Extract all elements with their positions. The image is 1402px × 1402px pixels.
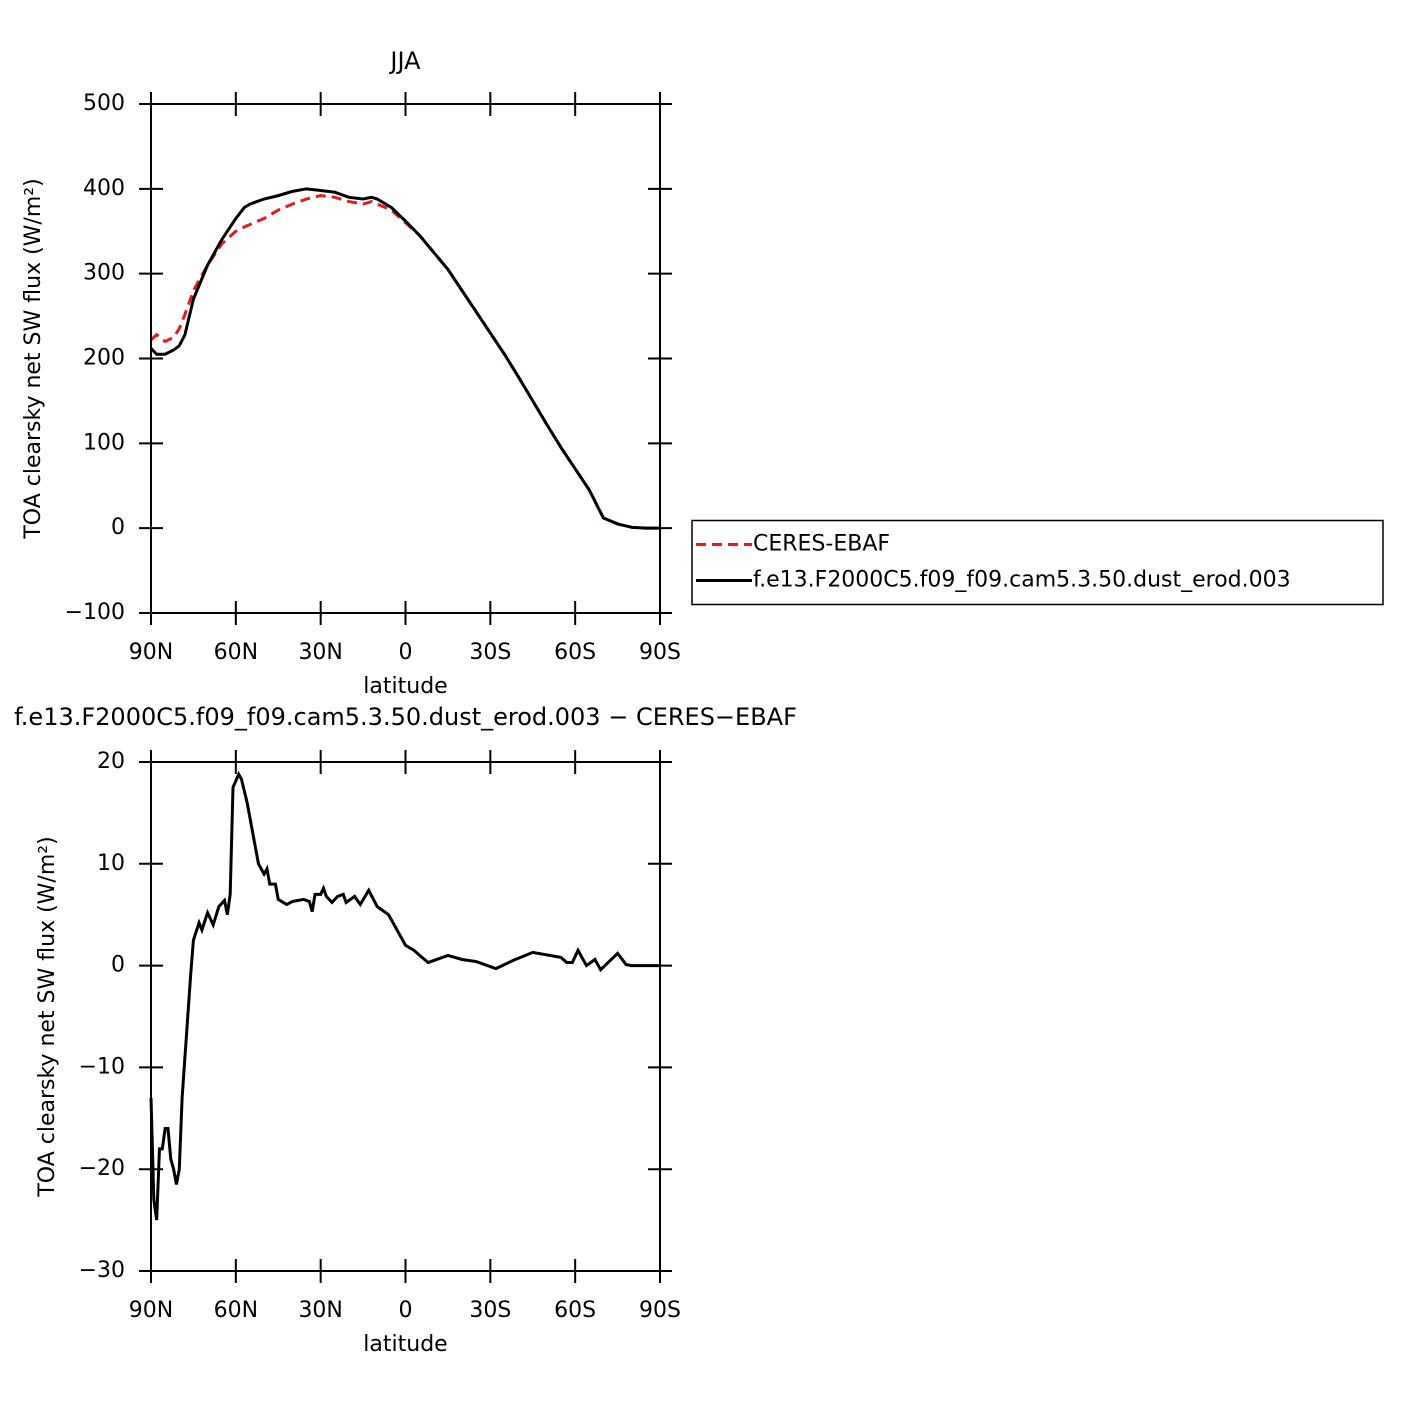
x-tick-label: 60S (554, 640, 596, 665)
x-tick-label: 0 (399, 1298, 413, 1323)
legend-label: CERES-EBAF (753, 532, 890, 557)
data-line (149, 187, 660, 530)
data-line (149, 194, 660, 530)
y-tick-label: −20 (79, 1156, 125, 1181)
data-line (149, 770, 660, 1221)
x-tick-label: 60N (214, 1298, 258, 1323)
x-axis-label: latitude (363, 1332, 447, 1357)
y-tick-label: −100 (65, 600, 125, 625)
y-tick-label: 500 (83, 91, 125, 116)
x-tick-label: 30S (469, 1298, 511, 1323)
x-tick-label: 0 (399, 640, 413, 665)
x-tick-label: 30S (469, 640, 511, 665)
y-axis-label: TOA clearsky net SW flux (W/m²) (35, 836, 60, 1197)
y-tick-label: 0 (111, 953, 125, 978)
y-tick-label: 300 (83, 261, 125, 286)
legend-label: f.e13.F2000C5.f09_f09.cam5.3.50.dust_ero… (753, 568, 1291, 593)
y-tick-label: 100 (83, 430, 125, 455)
x-tick-label: 30N (298, 1298, 342, 1323)
x-tick-label: 90S (639, 1298, 681, 1323)
x-tick-label: 90S (639, 640, 681, 665)
y-tick-label: 400 (83, 176, 125, 201)
y-tick-label: −30 (79, 1258, 125, 1283)
x-tick-label: 90N (129, 640, 173, 665)
x-tick-label: 90N (129, 1298, 173, 1323)
chart-title: JJA (388, 47, 421, 75)
y-tick-label: 10 (97, 851, 125, 876)
x-axis-label: latitude (363, 674, 447, 699)
legend-box (691, 519, 1384, 606)
y-tick-label: −10 (79, 1054, 125, 1079)
x-tick-label: 60N (214, 640, 258, 665)
y-axis-label: TOA clearsky net SW flux (W/m²) (21, 178, 46, 539)
chart-title: f.e13.F2000C5.f09_f09.cam5.3.50.dust_ero… (14, 703, 797, 731)
y-tick-label: 20 (97, 749, 125, 774)
x-tick-label: 30N (298, 640, 342, 665)
plot-frame (150, 103, 661, 614)
y-tick-label: 0 (111, 515, 125, 540)
plot-frame (150, 761, 661, 1272)
y-tick-label: 200 (83, 346, 125, 371)
x-tick-label: 60S (554, 1298, 596, 1323)
